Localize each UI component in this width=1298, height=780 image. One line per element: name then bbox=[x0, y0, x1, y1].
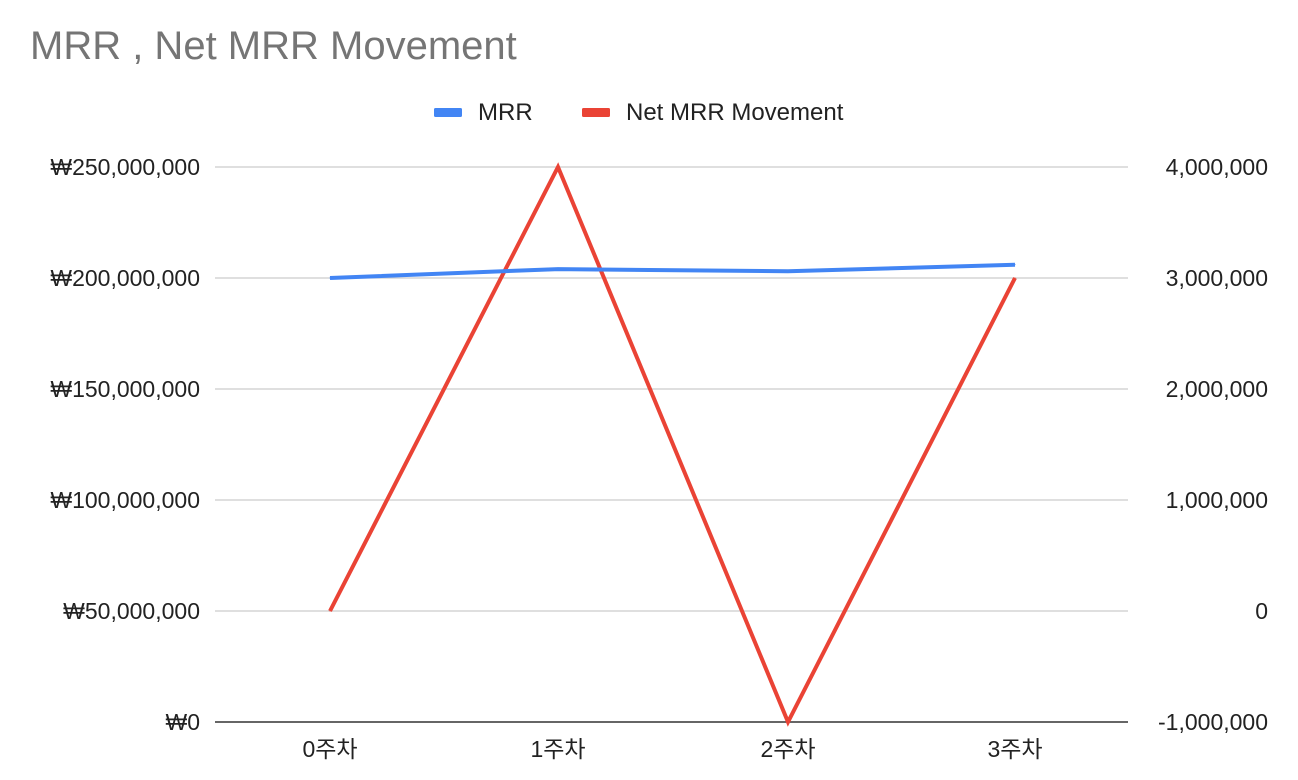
legend-label: Net MRR Movement bbox=[626, 99, 844, 126]
data-point-mrr bbox=[1014, 264, 1016, 266]
legend-label: MRR bbox=[478, 99, 533, 126]
series-line-mrr bbox=[329, 262, 1016, 280]
left-axis-tick-label: ₩50,000,000 bbox=[63, 598, 200, 624]
legend-swatch bbox=[582, 108, 610, 117]
x-axis-tick-label: 2주차 bbox=[760, 736, 815, 762]
series-layer bbox=[328, 162, 1017, 727]
gridlines bbox=[215, 166, 1128, 723]
right-axis-tick-label: 1,000,000 bbox=[1166, 487, 1268, 513]
right-axis-tick-label: 0 bbox=[1255, 598, 1268, 624]
left-axis-ticks: ₩0 ₩50,000,000 ₩100,000,000 ₩150,000,000 ₩20… bbox=[50, 154, 200, 735]
data-point-mrr bbox=[787, 270, 789, 272]
chart-title: MRR , Net MRR Movement bbox=[30, 24, 517, 68]
data-point-net-mrr-movement bbox=[557, 166, 559, 168]
right-axis-tick-label: -1,000,000 bbox=[1158, 709, 1268, 735]
x-axis-ticks: 0주차 1주차 2주차 3주차 bbox=[302, 736, 1042, 762]
left-axis-tick-label: ₩150,000,000 bbox=[50, 376, 200, 402]
right-axis-tick-label: 4,000,000 bbox=[1166, 154, 1268, 180]
left-axis-tick-label: ₩100,000,000 bbox=[50, 487, 200, 513]
legend: MRR Net MRR Movement bbox=[434, 99, 844, 126]
x-axis-tick-label: 3주차 bbox=[987, 736, 1042, 762]
right-axis-ticks: -1,000,000 0 1,000,000 2,000,000 3,000,000 4,… bbox=[1158, 154, 1268, 735]
left-axis-tick-label: ₩200,000,000 bbox=[50, 265, 200, 291]
data-point-mrr bbox=[557, 268, 559, 270]
data-point-net-mrr-movement bbox=[1014, 277, 1016, 279]
data-point-net-mrr-movement bbox=[329, 610, 331, 612]
data-point-mrr bbox=[329, 277, 331, 279]
series-line-net-mrr-movement bbox=[328, 162, 1017, 727]
legend-swatch bbox=[434, 108, 462, 117]
left-axis-tick-label: ₩250,000,000 bbox=[50, 154, 200, 180]
right-axis-tick-label: 2,000,000 bbox=[1166, 376, 1268, 402]
left-axis-tick-label: ₩0 bbox=[166, 709, 201, 735]
x-axis-tick-label: 1주차 bbox=[530, 736, 585, 762]
x-axis-tick-label: 0주차 bbox=[302, 736, 357, 762]
right-axis-tick-label: 3,000,000 bbox=[1166, 265, 1268, 291]
data-point-net-mrr-movement bbox=[787, 721, 789, 723]
